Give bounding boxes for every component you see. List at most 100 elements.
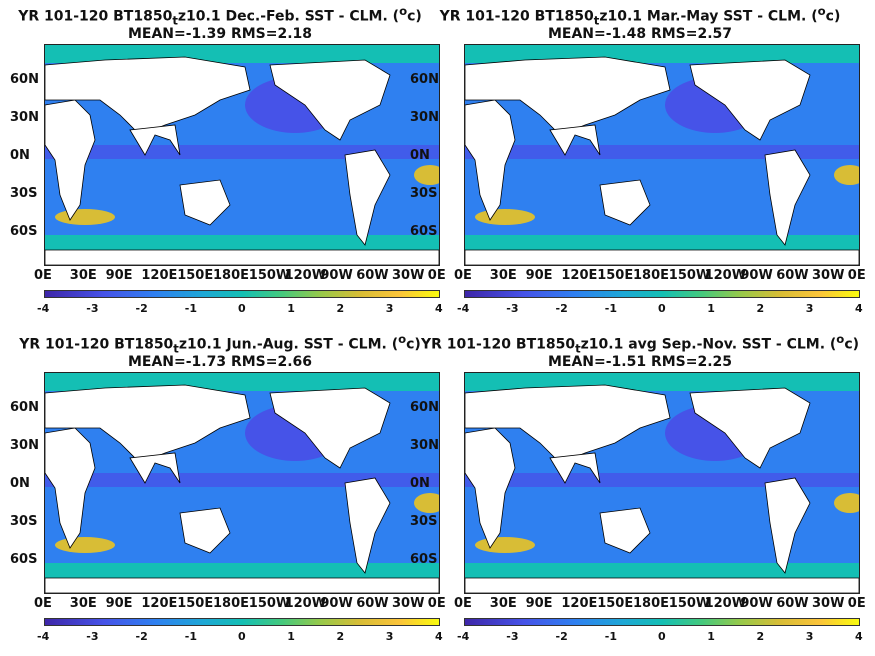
colorbar-tick: 4 xyxy=(435,630,443,643)
lon-label: 120W xyxy=(704,596,747,611)
lon-label: 0E xyxy=(454,596,472,611)
land-mass xyxy=(549,124,601,156)
lon-label: 120E xyxy=(561,268,598,283)
colorbar-tick: 4 xyxy=(855,302,863,315)
land-mass xyxy=(465,427,516,549)
land-mass xyxy=(344,477,391,574)
colorbar-tick: 3 xyxy=(805,630,814,643)
panel-stats: MEAN=-1.39 RMS=2.18 xyxy=(127,26,313,42)
panel-stats: MEAN=-1.51 RMS=2.25 xyxy=(547,354,733,370)
colorbar-tick: 2 xyxy=(336,302,345,315)
land-mass xyxy=(465,56,671,136)
map-panel-jja: YR 101-120 BT1850tz10.1 Jun.-Aug. SST - … xyxy=(0,328,446,648)
equatorial-cold-band xyxy=(45,473,439,487)
colorbar-tick: 0 xyxy=(238,302,246,315)
lon-label: 60W xyxy=(776,596,809,611)
colorbar-tick: 0 xyxy=(658,302,666,315)
lon-label: 90E xyxy=(105,268,133,283)
colorbar-tick: -1 xyxy=(604,302,617,315)
lon-label: 0E xyxy=(34,596,52,611)
lon-label: 150E xyxy=(177,268,214,283)
southern-ocean-band xyxy=(465,235,859,253)
lon-label: 180E xyxy=(213,268,250,283)
lon-label: 90W xyxy=(320,268,353,283)
colorbar-tick: 3 xyxy=(805,302,814,315)
land-mass xyxy=(689,387,811,469)
colorbar-tick: -2 xyxy=(555,302,568,315)
map-panel-djf: YR 101-120 BT1850tz10.1 Dec.-Feb. SST - … xyxy=(0,0,446,320)
equatorial-cold-band xyxy=(465,145,859,159)
colorbar xyxy=(44,290,440,298)
lat-label: 60S xyxy=(10,552,38,567)
panel-title: YR 101-120 BT1850tz10.1 Mar.-May SST - C… xyxy=(439,4,841,28)
land-mass xyxy=(129,452,181,484)
lon-label: 180E xyxy=(213,596,250,611)
land-mass xyxy=(179,179,231,226)
land-mass xyxy=(45,56,251,136)
colorbar-tick: -3 xyxy=(506,630,519,643)
lon-label: 150E xyxy=(177,596,214,611)
colorbar-tick: -3 xyxy=(506,302,519,315)
lat-label: 30S xyxy=(10,186,38,201)
atlantic-warm-anomaly xyxy=(834,165,859,185)
lon-label: 0E xyxy=(454,268,472,283)
lat-label: 0N xyxy=(10,148,30,163)
lon-label: 150E xyxy=(597,596,634,611)
land-mass xyxy=(45,249,439,265)
colorbar-tick: -4 xyxy=(457,630,470,643)
lon-label: 180E xyxy=(633,596,670,611)
lat-label: 30S xyxy=(10,514,38,529)
lat-label: 30S xyxy=(410,514,438,529)
lon-label: 0E xyxy=(34,268,52,283)
land-mass xyxy=(465,249,859,265)
land-mass xyxy=(764,149,811,246)
land-mass xyxy=(599,179,651,226)
land-mass xyxy=(465,577,859,593)
lon-label: 30W xyxy=(812,596,845,611)
panel-title: YR 101-120 BT1850tz10.1 avg Sep.-Nov. SS… xyxy=(420,332,860,356)
sst-map xyxy=(44,44,440,266)
equatorial-cold-band xyxy=(465,473,859,487)
colorbar-tick: -2 xyxy=(555,630,568,643)
southern-warm-anomaly xyxy=(55,537,115,553)
lon-label: 0E xyxy=(847,596,866,611)
southern-ocean-band xyxy=(45,235,439,253)
panel-stats: MEAN=-1.73 RMS=2.66 xyxy=(127,354,313,370)
colorbar-tick: 3 xyxy=(385,302,394,315)
land-mass xyxy=(689,59,811,141)
lon-label: 90W xyxy=(740,268,773,283)
colorbar-tick: 0 xyxy=(238,630,246,643)
colorbar xyxy=(44,618,440,626)
sst-map xyxy=(44,372,440,594)
lon-label: 30W xyxy=(392,596,425,611)
lon-label: 120E xyxy=(141,268,178,283)
colorbar-tick: -1 xyxy=(604,630,617,643)
lon-label: 120E xyxy=(141,596,178,611)
land-mass xyxy=(465,384,671,464)
colorbar-tick: 1 xyxy=(707,302,715,315)
lat-label: 30N xyxy=(10,110,39,125)
lat-label: 60S xyxy=(10,224,38,239)
colorbar-tick: -4 xyxy=(37,630,50,643)
land-mass xyxy=(45,577,439,593)
lat-label: 60S xyxy=(410,552,438,567)
lon-label: 90W xyxy=(740,596,773,611)
lon-label: 90E xyxy=(525,268,553,283)
colorbar-tick: -3 xyxy=(86,302,99,315)
lon-label: 90W xyxy=(320,596,353,611)
panel-title: YR 101-120 BT1850tz10.1 Dec.-Feb. SST - … xyxy=(18,4,422,28)
lat-label: 60N xyxy=(10,400,39,415)
lat-label: 0N xyxy=(410,476,430,491)
lat-label: 60N xyxy=(10,72,39,87)
colorbar xyxy=(464,618,860,626)
southern-warm-anomaly xyxy=(475,537,535,553)
atlantic-warm-anomaly xyxy=(834,493,859,513)
atlantic-warm-anomaly xyxy=(414,493,439,513)
land-mass xyxy=(45,427,96,549)
lon-label: 120E xyxy=(561,596,598,611)
land-mass xyxy=(45,99,96,221)
map-panel-son: YR 101-120 BT1850tz10.1 avg Sep.-Nov. SS… xyxy=(410,328,866,648)
land-mass xyxy=(549,452,601,484)
lon-label: 150W xyxy=(668,596,711,611)
colorbar-tick: 2 xyxy=(756,302,765,315)
